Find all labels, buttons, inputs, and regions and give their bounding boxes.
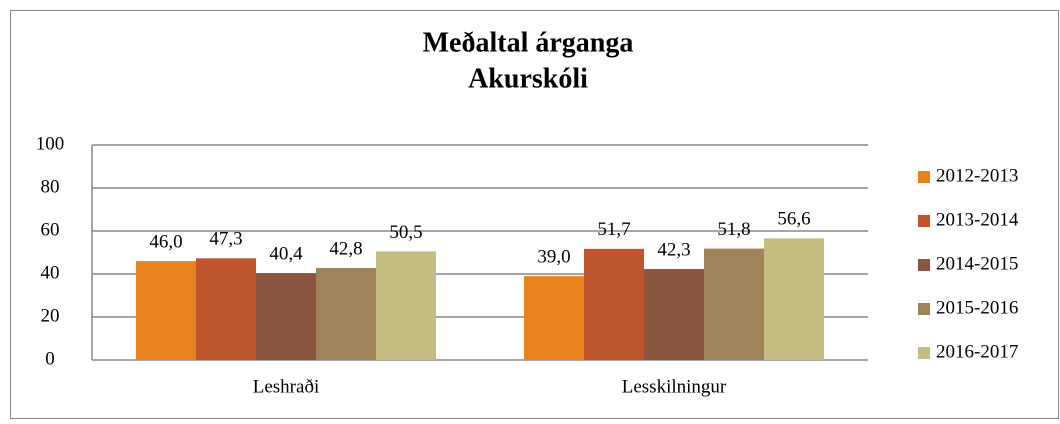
y-tick-label: 60 — [41, 219, 60, 240]
legend-label: 2013-2014 — [936, 209, 1019, 230]
legend-label: 2012-2013 — [936, 165, 1018, 186]
y-tick-label: 80 — [41, 176, 60, 197]
x-tick-label: Lesskilningur — [622, 376, 727, 397]
bar — [136, 261, 196, 360]
bar — [196, 258, 256, 360]
bar — [644, 269, 704, 360]
legend-swatch — [918, 259, 930, 271]
x-tick-label: Leshraði — [253, 376, 319, 397]
data-label: 40,4 — [269, 243, 303, 264]
chart-subtitle: Akurskóli — [468, 63, 588, 94]
legend-swatch — [918, 215, 930, 227]
data-label: 50,5 — [389, 222, 422, 243]
y-tick-label: 0 — [45, 348, 55, 369]
legend-label: 2014-2015 — [936, 253, 1018, 274]
legend-label: 2015-2016 — [936, 297, 1018, 318]
data-label: 51,7 — [597, 219, 630, 240]
y-tick-label: 40 — [41, 262, 60, 283]
legend-swatch — [918, 171, 930, 183]
y-tick-label: 100 — [36, 133, 65, 154]
bar — [256, 273, 316, 360]
data-label: 46,0 — [149, 231, 182, 252]
legend-swatch — [918, 347, 930, 359]
bar — [316, 267, 376, 360]
bar — [704, 248, 764, 360]
data-label: 39,0 — [537, 247, 570, 268]
data-label: 51,8 — [717, 219, 750, 240]
data-label: 42,3 — [657, 239, 690, 260]
legend-swatch — [918, 303, 930, 315]
bar — [524, 276, 584, 360]
bar — [584, 248, 644, 360]
y-tick-label: 20 — [41, 305, 60, 326]
bar — [764, 238, 824, 360]
legend-label: 2016-2017 — [936, 341, 1018, 362]
chart-title: Meðaltal árganga — [423, 27, 634, 58]
data-label: 47,3 — [209, 229, 242, 250]
data-label: 42,8 — [329, 238, 362, 259]
data-label: 56,6 — [777, 209, 810, 230]
bar — [376, 251, 436, 360]
